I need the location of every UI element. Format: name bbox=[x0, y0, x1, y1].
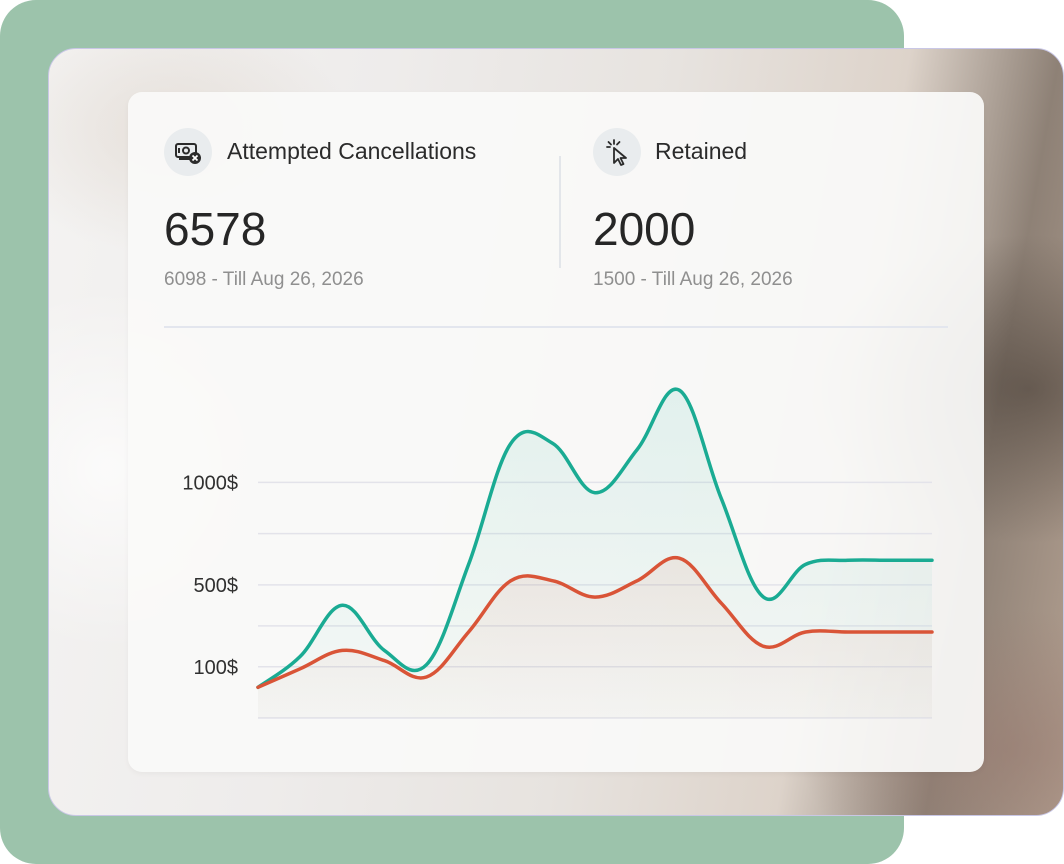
stat-label-attempted: Attempted Cancellations bbox=[227, 138, 477, 164]
series-line-0 bbox=[256, 387, 934, 690]
series-line-1 bbox=[256, 555, 934, 690]
y-tick-label: 1000$ bbox=[182, 472, 238, 494]
stat-sub-retained: 1500 - Till Aug 26, 2026 bbox=[593, 269, 793, 290]
y-tick-label: 100$ bbox=[194, 657, 239, 679]
stat-value-attempted: 6578 bbox=[164, 203, 267, 255]
stat-divider bbox=[559, 156, 561, 268]
section-divider bbox=[164, 326, 948, 328]
stat-label-retained: Retained bbox=[655, 138, 748, 164]
y-tick-label: 500$ bbox=[194, 575, 239, 597]
stat-sub-attempted: 6098 - Till Aug 26, 2026 bbox=[164, 269, 364, 290]
cash-cancel-icon bbox=[164, 128, 212, 176]
cursor-click-icon bbox=[593, 128, 641, 176]
stat-value-retained: 2000 bbox=[593, 203, 696, 255]
series-area-0 bbox=[258, 389, 932, 718]
